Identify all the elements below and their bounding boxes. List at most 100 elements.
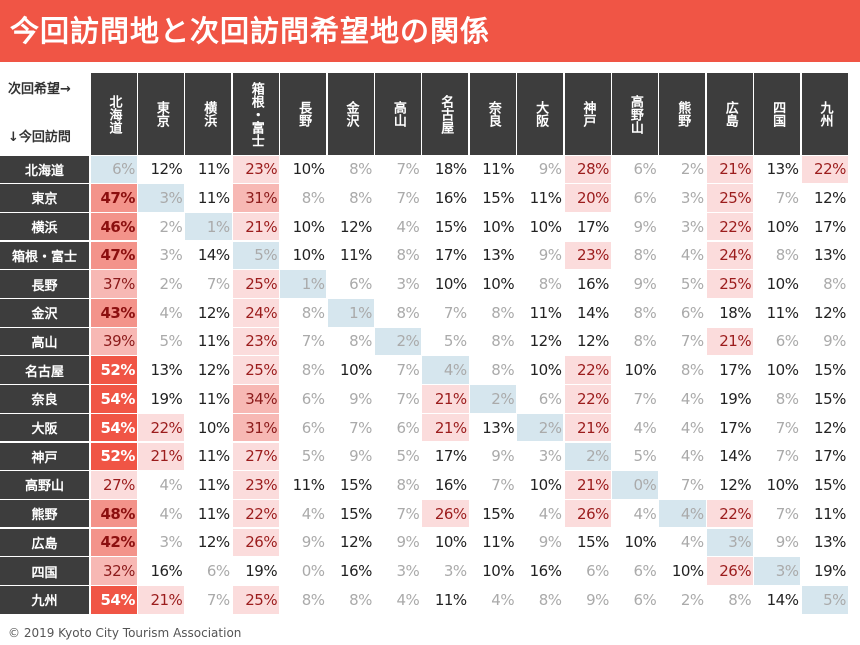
heatmap-cell: 6% bbox=[396, 418, 420, 437]
row-header: 奈良 bbox=[0, 385, 89, 413]
heatmap-cell: 2% bbox=[680, 160, 704, 179]
heatmap-cell: 4% bbox=[680, 418, 704, 437]
heatmap-cell: 7% bbox=[443, 303, 467, 322]
row-header: 横浜 bbox=[0, 212, 89, 241]
heatmap-cell: 10% bbox=[766, 275, 799, 294]
heatmap-cell: 17% bbox=[434, 246, 467, 265]
heatmap-cell: 4% bbox=[301, 504, 325, 523]
heatmap-cell: 8% bbox=[491, 303, 515, 322]
heatmap-cell: 4% bbox=[538, 504, 562, 523]
heatmap-cell: 6% bbox=[633, 160, 657, 179]
heatmap-cell: 15% bbox=[482, 188, 515, 207]
heatmap-cell: 8% bbox=[349, 332, 372, 351]
heatmap-cell: 15% bbox=[814, 361, 846, 380]
heatmap-cell: 8% bbox=[538, 590, 562, 609]
heatmap-cell: 11% bbox=[197, 188, 230, 207]
heatmap-cell: 48% bbox=[90, 499, 137, 528]
heatmap-cell: 11% bbox=[197, 332, 230, 351]
heatmap-cell: 9% bbox=[775, 533, 799, 552]
heatmap-cell: 4% bbox=[491, 590, 515, 609]
heatmap-cell: 22% bbox=[232, 499, 280, 528]
heatmap-cell: 1% bbox=[185, 212, 232, 241]
heatmap-cell: 15% bbox=[340, 504, 372, 523]
heatmap-cell: 6% bbox=[680, 303, 704, 322]
heatmap-cell: 19% bbox=[719, 389, 752, 408]
heatmap-cell: 4% bbox=[633, 504, 657, 523]
heatmap-cell: 32% bbox=[90, 557, 137, 585]
heatmap-cell: 12% bbox=[197, 303, 230, 322]
heatmap-cell: 4% bbox=[659, 499, 706, 528]
row-header: 九州 bbox=[0, 586, 89, 614]
heatmap-cell: 21% bbox=[422, 413, 469, 442]
column-header: 神戸 bbox=[564, 73, 611, 155]
heatmap-cell: 21% bbox=[706, 327, 754, 356]
heatmap-cell: 9% bbox=[538, 160, 562, 179]
heatmap-cell: 25% bbox=[232, 356, 280, 384]
heatmap-cell: 2% bbox=[159, 217, 183, 236]
heatmap-cell: 2% bbox=[374, 327, 422, 356]
heatmap-cell: 4% bbox=[680, 447, 704, 466]
heatmap-cell: 8% bbox=[823, 275, 846, 294]
heatmap-cell: 11% bbox=[529, 303, 562, 322]
heatmap-cell: 1% bbox=[327, 299, 374, 327]
heatmap-cell: 16% bbox=[340, 562, 372, 581]
heatmap-cell: 7% bbox=[680, 332, 704, 351]
heatmap-cell: 14% bbox=[766, 590, 799, 609]
heatmap-cell: 7% bbox=[301, 332, 325, 351]
heatmap-cell: 13% bbox=[482, 246, 515, 265]
heatmap-cell: 52% bbox=[90, 356, 137, 384]
heatmap-cell: 8% bbox=[775, 246, 799, 265]
heatmap-cell: 7% bbox=[206, 590, 230, 609]
heatmap-cell: 6% bbox=[206, 562, 230, 581]
heatmap-cell: 9% bbox=[633, 275, 657, 294]
column-header: 金沢 bbox=[327, 73, 374, 155]
heatmap-cell: 13% bbox=[482, 418, 515, 437]
heatmap-cell: 10% bbox=[671, 562, 704, 581]
heatmap-cell: 7% bbox=[349, 418, 372, 437]
heatmap-cell: 5% bbox=[396, 447, 420, 466]
heatmap-cell: 8% bbox=[633, 332, 657, 351]
heatmap-cell: 21% bbox=[564, 471, 611, 499]
heatmap-cell: 1% bbox=[280, 270, 327, 298]
column-header: 名古屋 bbox=[422, 73, 469, 155]
heatmap-cell: 12% bbox=[814, 303, 846, 322]
heatmap-cell: 23% bbox=[232, 471, 280, 499]
heatmap-cell: 7% bbox=[206, 275, 230, 294]
heatmap-cell: 8% bbox=[349, 590, 372, 609]
heatmap-cell: 18% bbox=[434, 160, 467, 179]
heatmap-cell: 8% bbox=[728, 590, 752, 609]
row-header: 東京 bbox=[0, 184, 89, 212]
heatmap-cell: 27% bbox=[232, 442, 280, 470]
heatmap-cell: 21% bbox=[232, 212, 280, 241]
heatmap-cell: 2% bbox=[517, 413, 564, 442]
heatmap-cell: 12% bbox=[340, 217, 372, 236]
page-title: 今回訪問地と次回訪問希望地の関係 bbox=[10, 14, 491, 48]
heatmap-cell: 3% bbox=[159, 533, 183, 552]
heatmap-cell: 10% bbox=[766, 475, 799, 494]
heatmap-cell: 42% bbox=[90, 528, 137, 557]
heatmap-cell: 52% bbox=[90, 442, 137, 470]
heatmap-cell: 12% bbox=[197, 361, 230, 380]
heatmap-cell: 19% bbox=[245, 562, 278, 581]
heatmap-cell: 27% bbox=[90, 471, 137, 499]
heatmap-cell: 4% bbox=[396, 590, 420, 609]
heatmap-cell: 9% bbox=[491, 447, 515, 466]
heatmap-cell: 10% bbox=[766, 217, 799, 236]
heatmap-cell: 3% bbox=[680, 188, 704, 207]
heatmap-cell: 46% bbox=[90, 212, 137, 241]
heatmap-cell: 15% bbox=[814, 389, 846, 408]
heatmap-cell: 21% bbox=[137, 586, 185, 614]
heatmap-cell: 21% bbox=[422, 385, 469, 413]
heatmap-cell: 4% bbox=[680, 246, 704, 265]
heatmap-cell: 22% bbox=[564, 356, 611, 384]
copyright: © 2019 Kyoto City Tourism Association bbox=[8, 626, 242, 640]
heatmap-cell: 21% bbox=[137, 442, 185, 470]
heatmap-cell: 10% bbox=[529, 475, 562, 494]
row-header: 神戸 bbox=[0, 442, 89, 470]
heatmap-cell: 11% bbox=[529, 188, 562, 207]
heatmap-cell: 6% bbox=[775, 332, 799, 351]
heatmap-cell: 17% bbox=[719, 361, 752, 380]
heatmap-cell: 8% bbox=[633, 246, 657, 265]
column-header: 高野山 bbox=[611, 73, 658, 155]
heatmap-cell: 9% bbox=[349, 389, 372, 408]
